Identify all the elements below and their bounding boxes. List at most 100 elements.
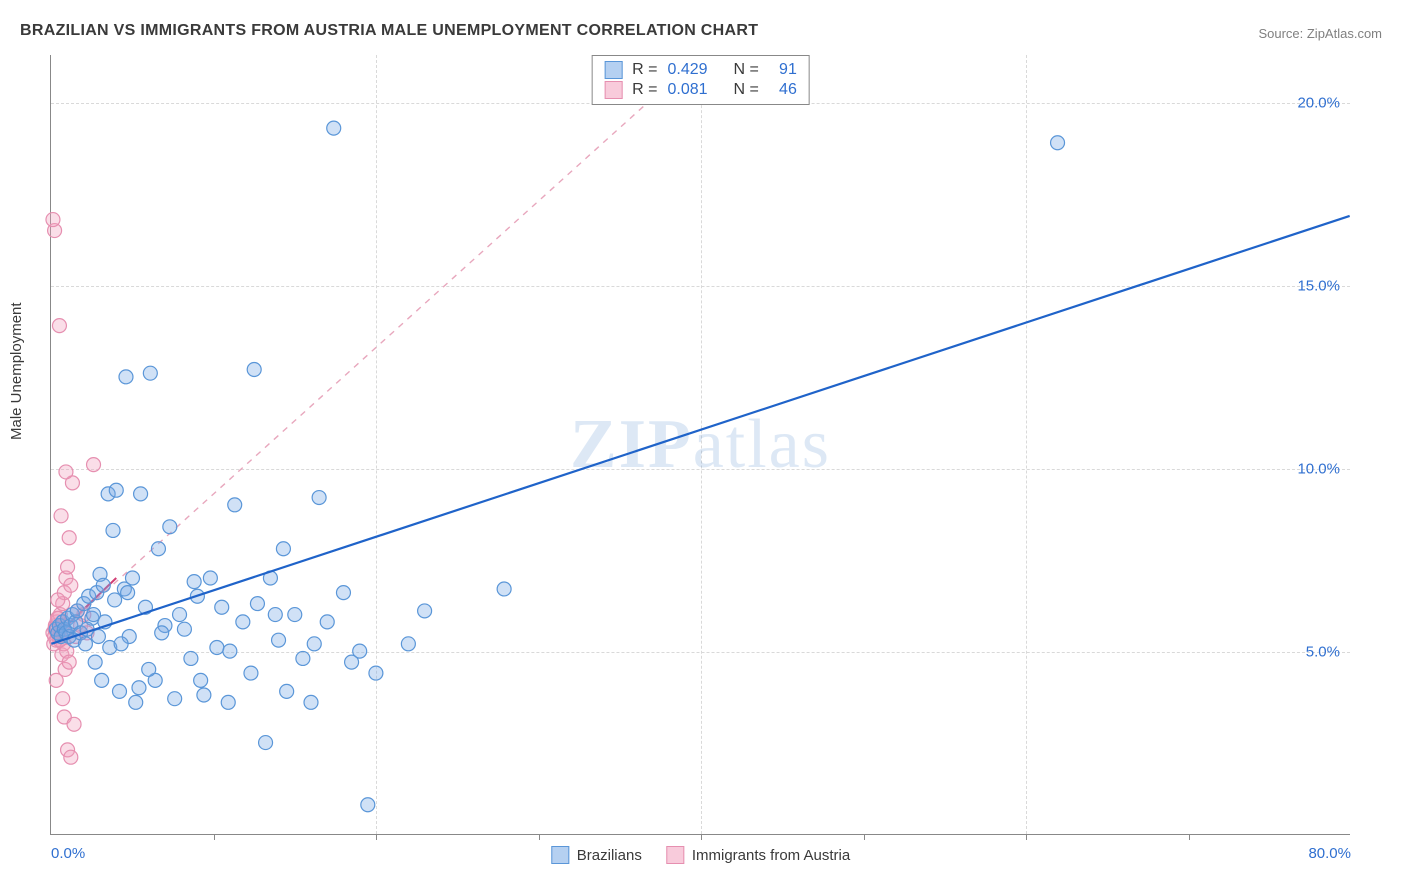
data-point xyxy=(312,491,326,505)
data-point xyxy=(296,651,310,665)
legend-row-brazilians: R = 0.429 N = 91 xyxy=(604,60,797,80)
data-point xyxy=(268,608,282,622)
data-point xyxy=(236,615,250,629)
data-point xyxy=(336,586,350,600)
legend-swatch-icon xyxy=(604,81,622,99)
chart-title: BRAZILIAN VS IMMIGRANTS FROM AUSTRIA MAL… xyxy=(20,22,758,40)
scatter-svg xyxy=(51,55,1350,834)
legend-swatch-icon xyxy=(666,846,684,864)
data-point xyxy=(244,666,258,680)
data-point xyxy=(304,695,318,709)
x-tick-mark xyxy=(214,834,215,840)
data-point xyxy=(49,673,63,687)
legend-r-value: 0.081 xyxy=(668,81,716,99)
x-tick-label: 0.0% xyxy=(51,845,85,862)
data-point xyxy=(129,695,143,709)
data-point xyxy=(88,655,102,669)
data-point xyxy=(119,370,133,384)
legend-n-label: N = xyxy=(734,81,759,99)
legend-r-value: 0.429 xyxy=(668,61,716,79)
data-point xyxy=(62,531,76,545)
regression-line xyxy=(51,216,1349,644)
data-point xyxy=(46,213,60,227)
data-point xyxy=(64,750,78,764)
x-tick-mark xyxy=(1189,834,1190,840)
data-point xyxy=(109,483,123,497)
data-point xyxy=(78,637,92,651)
data-point xyxy=(155,626,169,640)
data-point xyxy=(95,673,109,687)
data-point xyxy=(418,604,432,618)
data-point xyxy=(184,651,198,665)
data-point xyxy=(108,593,122,607)
data-point xyxy=(87,458,101,472)
data-point xyxy=(114,637,128,651)
data-point xyxy=(228,498,242,512)
chart-container: BRAZILIAN VS IMMIGRANTS FROM AUSTRIA MAL… xyxy=(0,0,1406,892)
data-point xyxy=(307,637,321,651)
legend-item-label: Immigrants from Austria xyxy=(692,847,850,864)
data-point xyxy=(173,608,187,622)
data-point xyxy=(163,520,177,534)
series-legend: Brazilians Immigrants from Austria xyxy=(551,846,850,864)
x-tick-mark xyxy=(701,834,702,840)
data-point xyxy=(132,681,146,695)
y-axis-label: Male Unemployment xyxy=(8,302,25,440)
data-point xyxy=(215,600,229,614)
legend-swatch-icon xyxy=(604,61,622,79)
data-point xyxy=(113,684,127,698)
data-point xyxy=(401,637,415,651)
data-point xyxy=(64,578,78,592)
data-point xyxy=(247,363,261,377)
data-point xyxy=(59,465,73,479)
regression-line xyxy=(51,55,700,640)
data-point xyxy=(142,662,156,676)
data-point xyxy=(194,673,208,687)
data-point xyxy=(125,571,139,585)
x-tick-mark xyxy=(864,834,865,840)
data-point xyxy=(280,684,294,698)
data-point xyxy=(62,655,76,669)
data-point xyxy=(250,597,264,611)
data-point xyxy=(223,644,237,658)
data-point xyxy=(276,542,290,556)
data-point xyxy=(187,575,201,589)
data-point xyxy=(1051,136,1065,150)
data-point xyxy=(221,695,235,709)
data-point xyxy=(353,644,367,658)
data-point xyxy=(91,630,105,644)
data-point xyxy=(210,640,224,654)
data-point xyxy=(96,578,110,592)
data-point xyxy=(151,542,165,556)
legend-n-value: 46 xyxy=(769,81,797,99)
data-point xyxy=(61,560,75,574)
legend-n-value: 91 xyxy=(769,61,797,79)
legend-r-label: R = xyxy=(632,81,657,99)
data-point xyxy=(272,633,286,647)
data-point xyxy=(288,608,302,622)
data-point xyxy=(143,366,157,380)
source-label: Source: ZipAtlas.com xyxy=(1258,26,1382,41)
legend-item-brazilians: Brazilians xyxy=(551,846,642,864)
data-point xyxy=(134,487,148,501)
legend-n-label: N = xyxy=(734,61,759,79)
data-point xyxy=(54,509,68,523)
data-point xyxy=(52,319,66,333)
data-point xyxy=(177,622,191,636)
legend-item-austria: Immigrants from Austria xyxy=(666,846,850,864)
data-point xyxy=(106,523,120,537)
data-point xyxy=(56,692,70,706)
plot-area: ZIPatlas R = 0.429 N = 91 R = 0.081 N = … xyxy=(50,55,1350,835)
x-tick-label: 80.0% xyxy=(1308,845,1351,862)
correlation-legend: R = 0.429 N = 91 R = 0.081 N = 46 xyxy=(591,55,810,105)
data-point xyxy=(320,615,334,629)
data-point xyxy=(369,666,383,680)
x-tick-mark xyxy=(539,834,540,840)
data-point xyxy=(121,586,135,600)
data-point xyxy=(168,692,182,706)
data-point xyxy=(197,688,211,702)
data-point xyxy=(361,798,375,812)
data-point xyxy=(51,593,65,607)
x-tick-mark xyxy=(1026,834,1027,840)
data-point xyxy=(327,121,341,135)
